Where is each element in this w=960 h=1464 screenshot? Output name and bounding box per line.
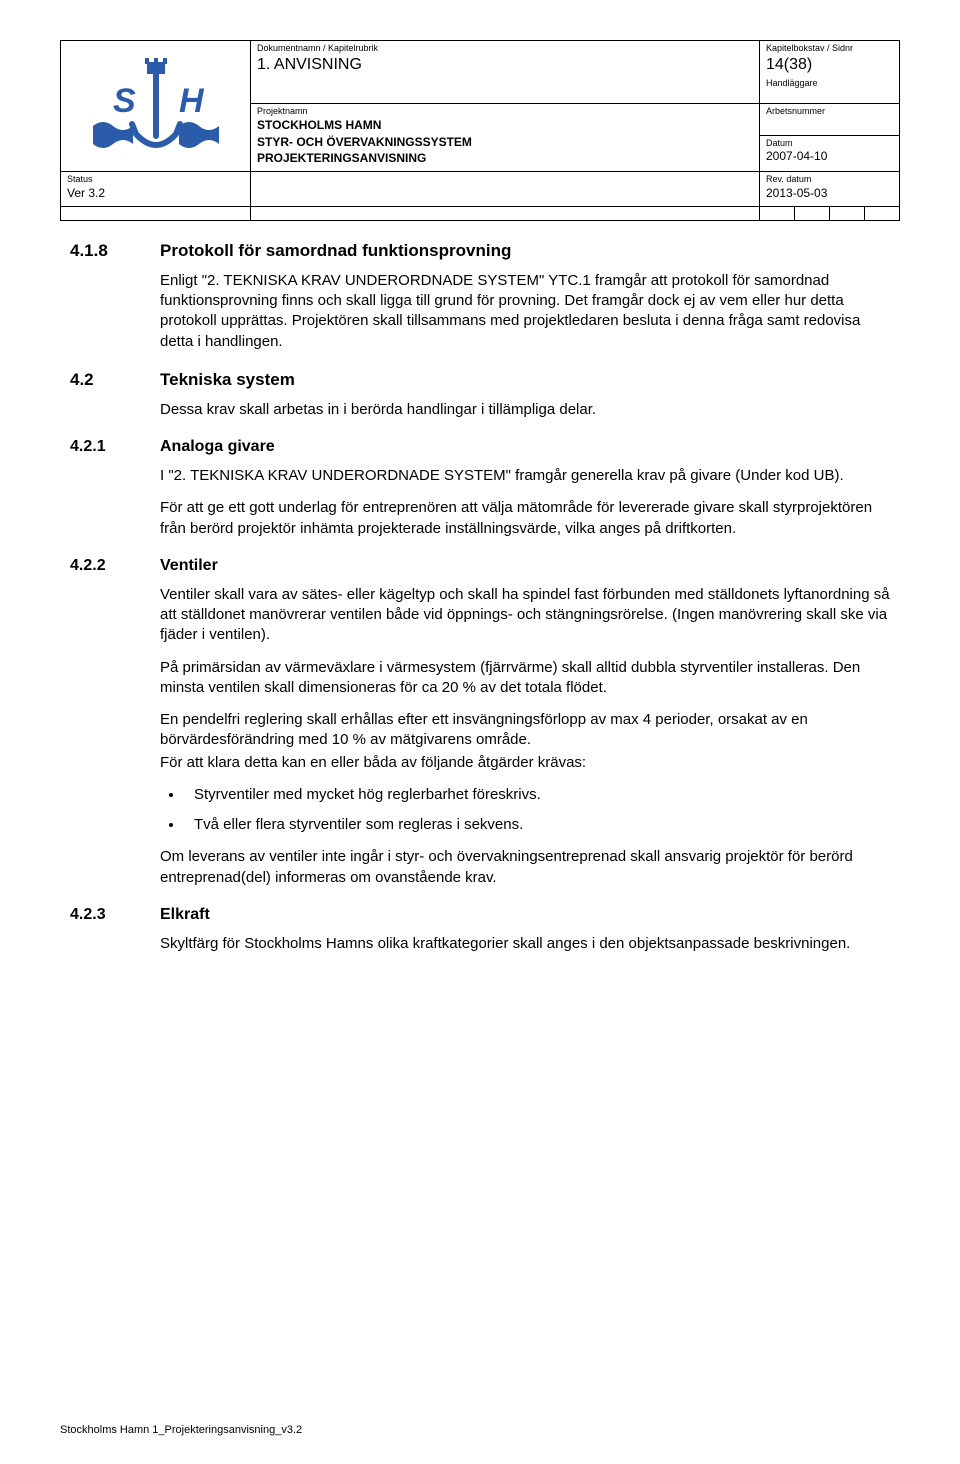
para: En pendelfri reglering skall erhållas ef… (160, 710, 890, 751)
logo-icon: S H (81, 56, 231, 156)
hdr-projektnamn-1: STOCKHOLMS HAMN (257, 117, 753, 134)
section-421: 4.2.1 Analoga givare (70, 438, 890, 456)
para: Skyltfärg för Stockholms Hamns olika kra… (160, 934, 890, 954)
sec-num-42: 4.2 (70, 370, 160, 390)
hdr-revdatum-value: 2013-05-03 (766, 185, 893, 202)
section-422: 4.2.2 Ventiler (70, 557, 890, 575)
hdr-empty-cell (251, 172, 760, 207)
hdr-sidnr-value: 14(38) (766, 54, 893, 76)
para: På primärsidan av värmeväxlare i värmesy… (160, 658, 890, 699)
document-body: 4.1.8 Protokoll för samordnad funktionsp… (70, 241, 890, 954)
bullet-item: Styrventiler med mycket hög reglerbarhet… (184, 785, 890, 805)
hdr-projektnamn-label: Projektnamn (257, 106, 753, 117)
hdr-status-value: Ver 3.2 (67, 185, 244, 202)
document-page: S H Dokumentnamn / Kapitelrubrik 1. ANVI… (0, 0, 960, 1464)
sec-title-423: Elkraft (160, 906, 210, 924)
para: I "2. TEKNISKA KRAV UNDERORDNADE SYSTEM"… (160, 466, 890, 486)
sec-num-418: 4.1.8 (70, 241, 160, 261)
hdr-arbetsnummer-label: Arbetsnummer (766, 106, 893, 117)
hdr-status-label: Status (67, 174, 244, 185)
section-418: 4.1.8 Protokoll för samordnad funktionsp… (70, 241, 890, 261)
hdr-datum-label: Datum (766, 138, 893, 149)
hdr-projektnamn-cell: Projektnamn STOCKHOLMS HAMN STYR- OCH ÖV… (251, 103, 760, 171)
header-subrow (60, 206, 900, 221)
para: Om leverans av ventiler inte ingår i sty… (160, 847, 890, 888)
hdr-arbetsnummer-cell: Arbetsnummer (760, 103, 900, 135)
hdr-dokumentnamn-value: 1. ANVISNING (257, 54, 753, 76)
para: Dessa krav skall arbetas in i berörda ha… (160, 400, 890, 420)
logo-letter-s: S (113, 82, 136, 120)
page-footer: Stockholms Hamn 1_Projekteringsanvisning… (60, 1424, 302, 1436)
hdr-projektnamn-3: PROJEKTERINGSANVISNING (257, 150, 753, 167)
section-423: 4.2.3 Elkraft (70, 906, 890, 924)
para: För att ge ett gott underlag för entrepr… (160, 498, 890, 539)
bullet-list-422: Styrventiler med mycket hög reglerbarhet… (184, 785, 890, 836)
sec-title-418: Protokoll för samordnad funktionsprovnin… (160, 241, 511, 261)
para-block-421: I "2. TEKNISKA KRAV UNDERORDNADE SYSTEM"… (160, 466, 890, 539)
header-table: S H Dokumentnamn / Kapitelrubrik 1. ANVI… (60, 40, 900, 207)
para: Enligt "2. TEKNISKA KRAV UNDERORDNADE SY… (160, 271, 890, 352)
logo-cell: S H (61, 41, 251, 172)
para-block-418: Enligt "2. TEKNISKA KRAV UNDERORDNADE SY… (160, 271, 890, 352)
sec-title-42: Tekniska system (160, 370, 295, 390)
hdr-dokumentnamn-cell: Dokumentnamn / Kapitelrubrik 1. ANVISNIN… (251, 41, 760, 104)
para-block-423: Skyltfärg för Stockholms Hamns olika kra… (160, 934, 890, 954)
hdr-kapitel-label: Kapitelbokstav / Sidnr (766, 43, 893, 54)
hdr-handlaggare-label: Handläggare (766, 78, 893, 89)
para: Ventiler skall vara av sätes- eller käge… (160, 585, 890, 646)
sec-title-421: Analoga givare (160, 438, 275, 456)
bullet-item: Två eller flera styrventiler som reglera… (184, 815, 890, 835)
sec-num-421: 4.2.1 (70, 438, 160, 456)
hdr-revdatum-label: Rev. datum (766, 174, 893, 185)
logo-letter-h: H (179, 82, 205, 120)
hdr-dokumentnamn-label: Dokumentnamn / Kapitelrubrik (257, 43, 753, 54)
para: För att klara detta kan en eller båda av… (160, 753, 890, 773)
section-42: 4.2 Tekniska system (70, 370, 890, 390)
hdr-datum-value: 2007-04-10 (766, 148, 893, 165)
hdr-sidnr-cell: Kapitelbokstav / Sidnr 14(38) Handläggar… (760, 41, 900, 104)
sec-num-422: 4.2.2 (70, 557, 160, 575)
para-block-422: Ventiler skall vara av sätes- eller käge… (160, 585, 890, 888)
sec-num-423: 4.2.3 (70, 906, 160, 924)
hdr-status-cell: Status Ver 3.2 (61, 172, 251, 207)
sec-title-422: Ventiler (160, 557, 218, 575)
hdr-datum-cell: Datum 2007-04-10 (760, 135, 900, 172)
hdr-projektnamn-2: STYR- OCH ÖVERVAKNINGSSYSTEM (257, 134, 753, 151)
para-block-42: Dessa krav skall arbetas in i berörda ha… (160, 400, 890, 420)
hdr-revdatum-cell: Rev. datum 2013-05-03 (760, 172, 900, 207)
